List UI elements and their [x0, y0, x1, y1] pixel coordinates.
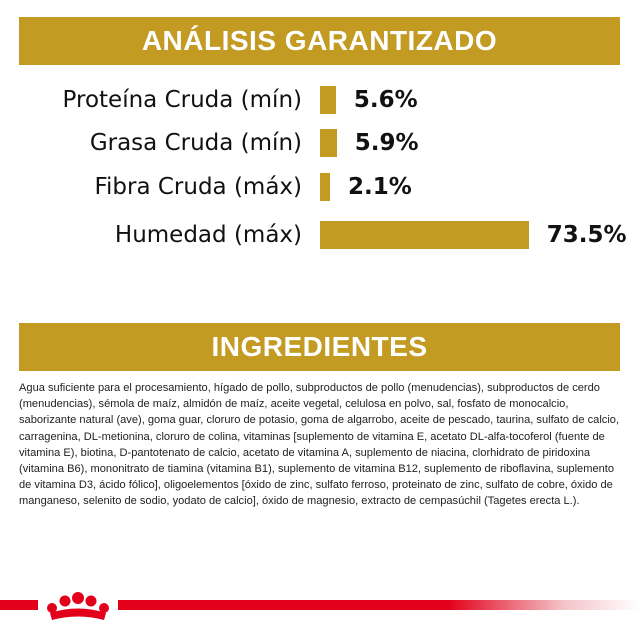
analysis-row-fiber: Fibra Cruda (máx) 2.1% — [0, 171, 640, 203]
analysis-row-moisture: Humedad (máx) 73.5% — [0, 219, 640, 251]
row-label: Fibra Cruda (máx) — [94, 174, 302, 200]
row-bar — [320, 221, 529, 249]
row-value: 5.6% — [353, 87, 418, 113]
ingredients-text: Agua suficiente para el procesamiento, h… — [19, 382, 620, 508]
row-value: 2.1% — [348, 174, 412, 200]
crown-icon — [38, 586, 118, 626]
row-label: Proteína Cruda (mín) — [62, 87, 302, 113]
analysis-row-fat: Grasa Cruda (mín) 5.9% — [0, 127, 640, 159]
analysis-title: ANÁLISIS GARANTIZADO — [141, 25, 498, 56]
row-bar — [320, 86, 336, 114]
row-label: Grasa Cruda (mín) — [89, 130, 302, 156]
row-bar — [320, 129, 337, 157]
analysis-row-protein: Proteína Cruda (mín) 5.6% — [0, 84, 640, 116]
row-label: Humedad (máx) — [114, 222, 302, 248]
row-value: 73.5% — [546, 222, 627, 248]
ingredients-title: INGREDIENTES — [211, 331, 428, 362]
row-bar — [320, 173, 330, 201]
brand-stripe — [0, 600, 640, 610]
row-value: 5.9% — [354, 130, 419, 156]
ingredients-header: INGREDIENTES — [19, 323, 620, 371]
analysis-header: ANÁLISIS GARANTIZADO — [19, 17, 620, 65]
